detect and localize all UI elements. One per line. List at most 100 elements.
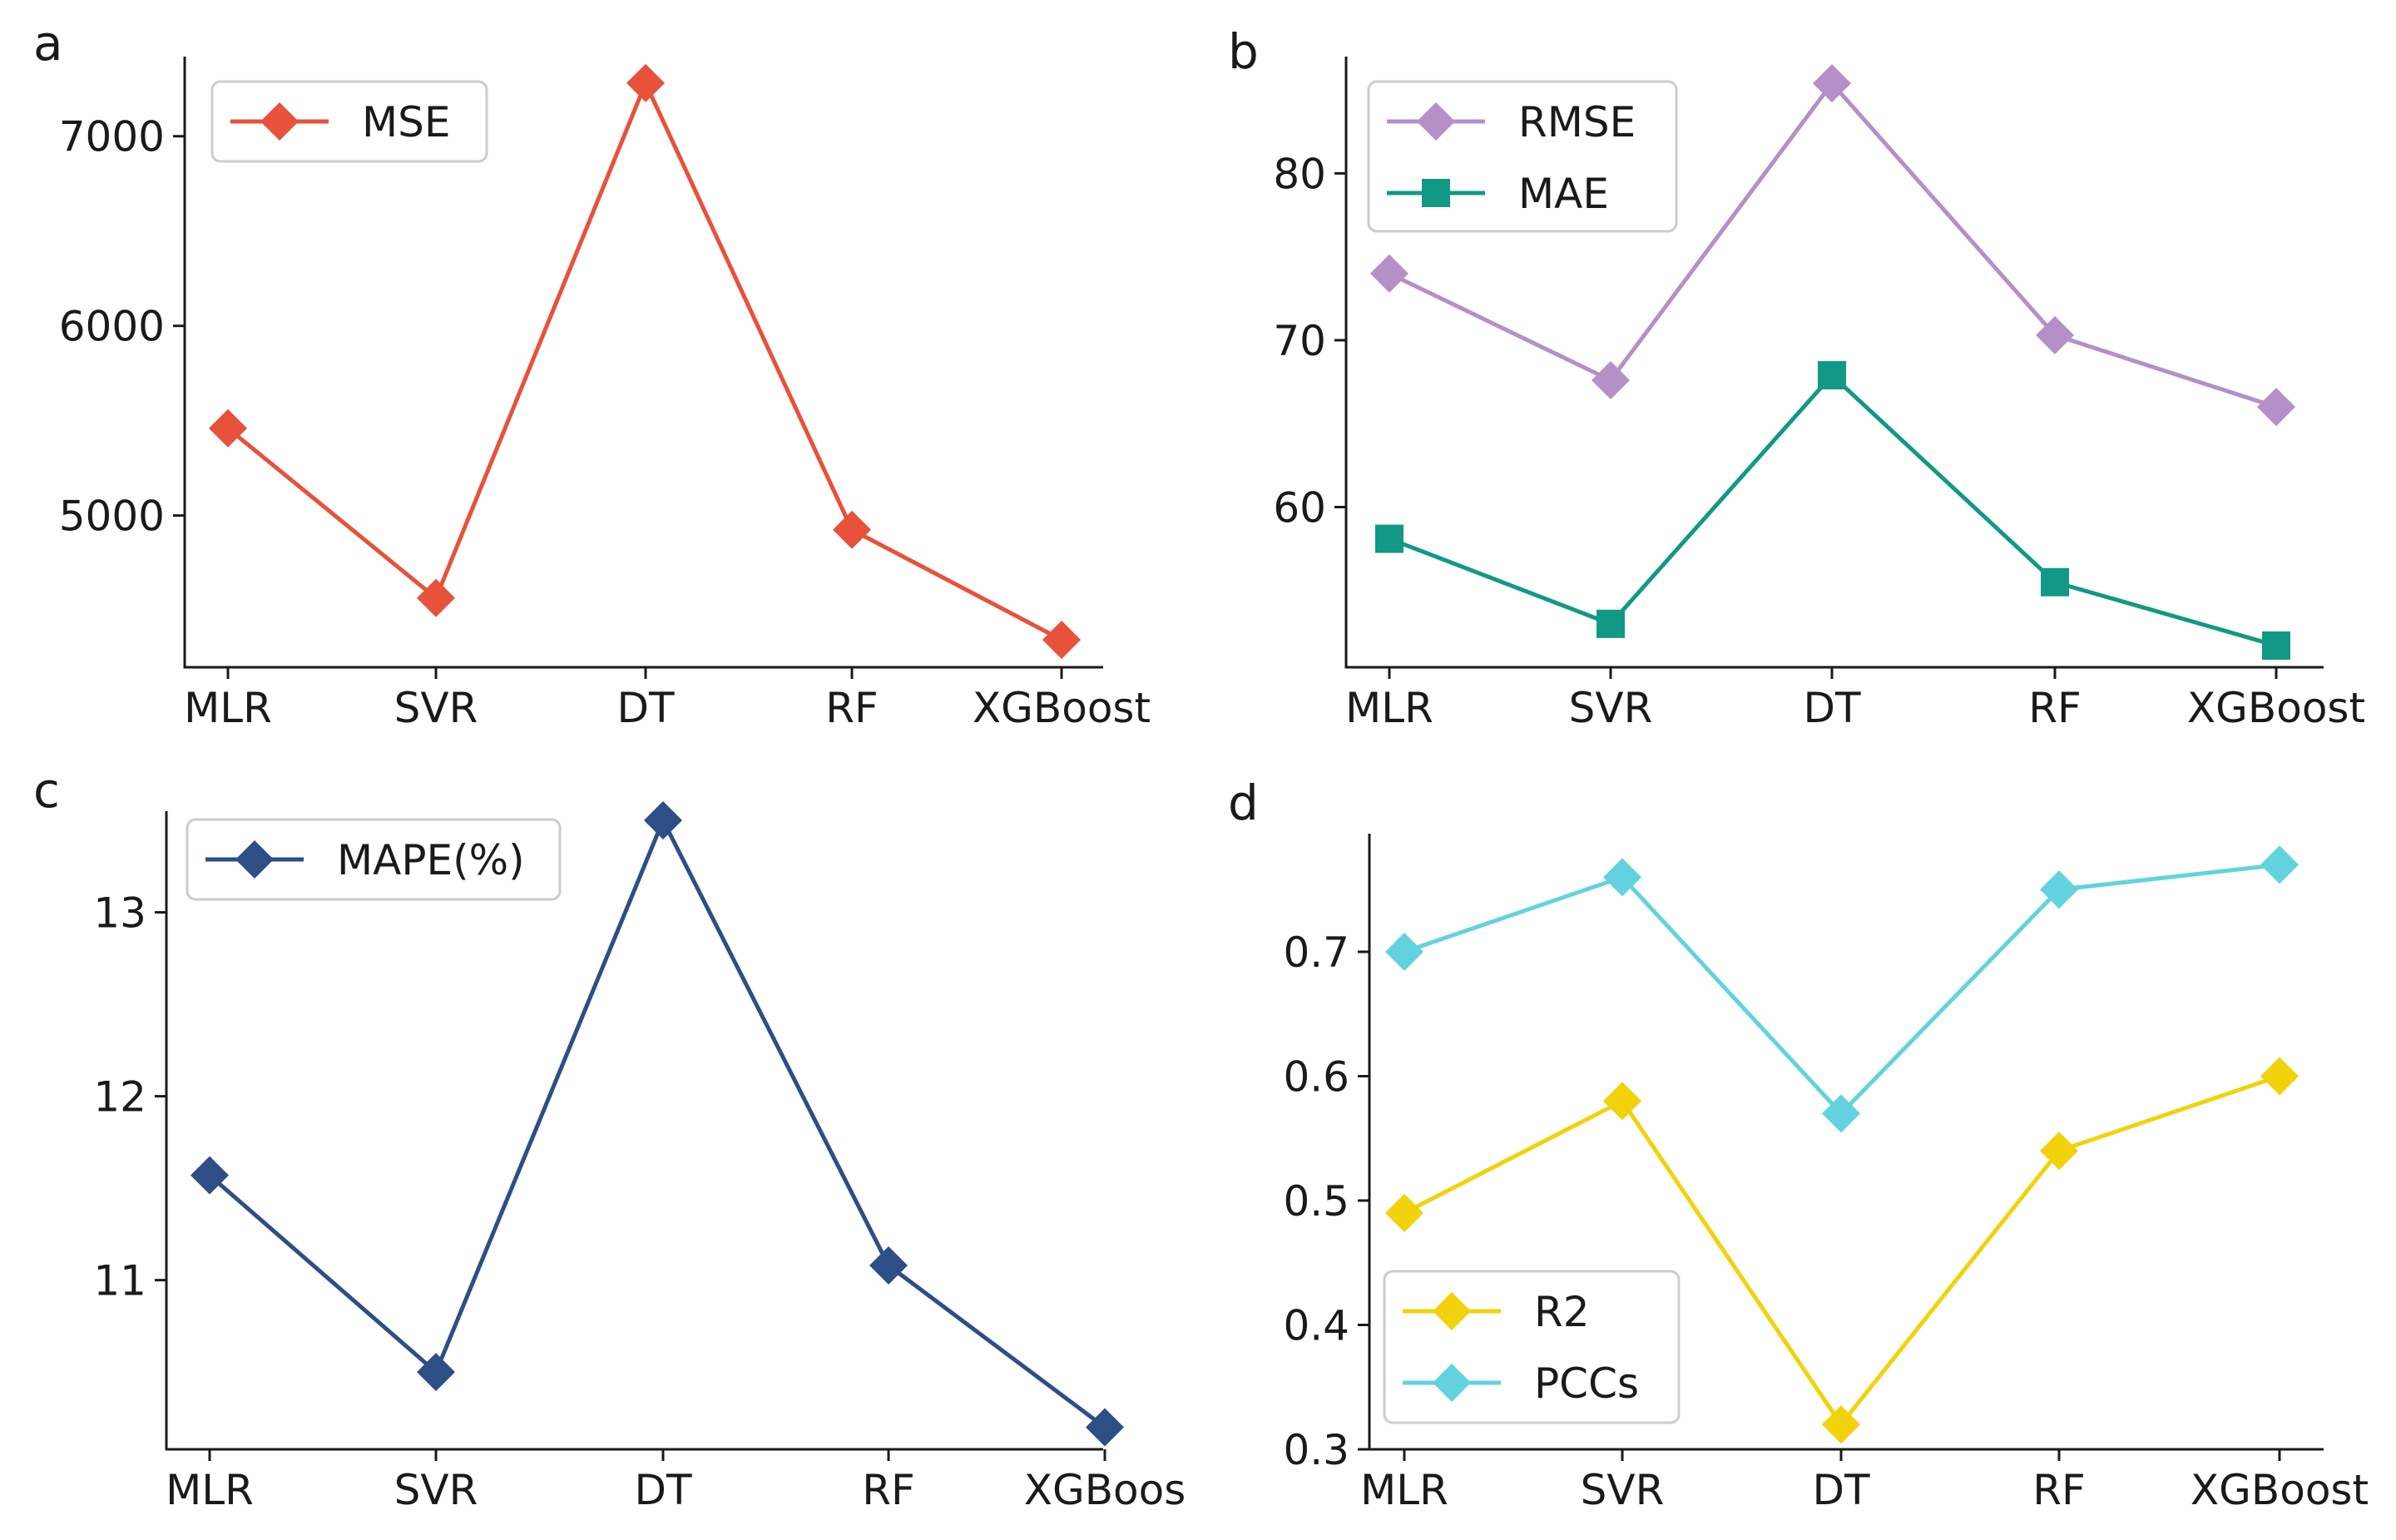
series-mae <box>1375 361 2290 660</box>
data-point <box>2260 845 2299 884</box>
legend-marker <box>1422 179 1450 207</box>
legend-box <box>210 80 488 163</box>
panel-c: c 11 12 13 MLR SVR DT RF XGBoos MAPE(%) <box>33 762 1186 1514</box>
panel-label: d <box>1228 775 1259 831</box>
data-point <box>2040 1131 2078 1171</box>
x-tick-label: RF <box>862 1466 915 1514</box>
data-point <box>1603 858 1641 897</box>
legend-marker <box>1433 1292 1471 1330</box>
data-point <box>1592 361 1630 400</box>
legend-label: R2 <box>1534 1288 1590 1336</box>
legend-box <box>186 818 562 901</box>
panel-b: b 60 70 80 MLR SVR DT RF XGBoost RMSE MAE <box>1228 23 2365 732</box>
data-point <box>1375 524 1403 553</box>
panel-label: c <box>33 762 60 819</box>
y-tick-label: 12 <box>93 1073 146 1122</box>
x-tick-label: XGBoos <box>1024 1466 1186 1514</box>
data-point <box>1818 361 1846 390</box>
x-tick-label: RF <box>825 684 879 732</box>
data-point <box>1813 64 1851 103</box>
x-tick-label: RF <box>2032 1466 2086 1514</box>
data-point <box>1385 933 1423 972</box>
data-point <box>2262 631 2290 660</box>
x-tick-label: XGBoost <box>2191 1466 2369 1514</box>
legend-marker <box>235 840 274 879</box>
legend: R2 PCCs <box>1383 1270 1681 1424</box>
axis-spines <box>165 811 1103 1451</box>
panel-label: a <box>33 15 63 72</box>
data-point <box>191 1156 229 1195</box>
data-point <box>1042 620 1081 659</box>
legend-label: MSE <box>362 98 450 146</box>
x-tick-label: SVR <box>1569 684 1653 732</box>
data-point <box>417 578 455 617</box>
y-tick-label: 0.4 <box>1283 1302 1349 1350</box>
data-point <box>2036 315 2074 354</box>
data-point <box>644 801 682 840</box>
data-point <box>2041 567 2069 597</box>
legend: MSE <box>210 80 488 163</box>
x-tick-label: MLR <box>184 684 272 732</box>
axis-spines <box>1344 57 2324 669</box>
legend-marker <box>1417 102 1455 141</box>
data-point <box>1603 1082 1641 1121</box>
series-mape- <box>191 801 1124 1447</box>
legend-marker <box>260 102 299 141</box>
y-tick-label: 7000 <box>59 113 165 161</box>
data-point <box>1370 254 1408 293</box>
data-point <box>209 409 247 448</box>
data-point <box>1385 1193 1423 1232</box>
data-point <box>2260 1057 2299 1096</box>
series-rmse <box>1370 64 2295 427</box>
series-line <box>1403 862 2280 1116</box>
legend-label: RMSE <box>1518 98 1636 146</box>
x-tick-label: XGBoost <box>973 684 1151 732</box>
x-tick-label: SVR <box>1581 1466 1665 1514</box>
data-point <box>417 1353 455 1392</box>
data-point <box>1086 1408 1124 1447</box>
data-point <box>1597 609 1625 638</box>
y-tick-label: 0.3 <box>1283 1426 1349 1474</box>
panel-label: b <box>1228 23 1259 80</box>
y-tick-label: 0.7 <box>1283 928 1349 977</box>
series-mse <box>209 63 1081 659</box>
axis-spines <box>183 57 1103 669</box>
legend-label: MAPE(%) <box>337 836 525 884</box>
legend: RMSE MAE <box>1367 80 1678 233</box>
y-tick-label: 6000 <box>59 303 165 351</box>
x-tick-label: SVR <box>394 684 478 732</box>
legend-marker <box>1433 1364 1471 1402</box>
y-tick-label: 0.6 <box>1283 1053 1349 1102</box>
y-tick-label: 60 <box>1273 483 1326 532</box>
legend: MAPE(%) <box>186 818 562 901</box>
data-point <box>2040 870 2078 909</box>
y-tick-label: 70 <box>1273 317 1326 365</box>
series-line <box>208 818 1106 1429</box>
y-tick-label: 80 <box>1273 150 1326 198</box>
data-point <box>1822 1405 1860 1444</box>
y-tick-label: 5000 <box>59 493 165 541</box>
x-tick-label: MLR <box>166 1466 254 1514</box>
x-tick-label: MLR <box>1360 1466 1448 1514</box>
data-point <box>2257 388 2295 427</box>
x-tick-label: DT <box>1812 1466 1870 1514</box>
data-point <box>833 510 871 549</box>
y-tick-label: 13 <box>93 889 146 938</box>
series-pccs <box>1385 845 2299 1133</box>
panel-a: a 5000 6000 7000 MLR SVR DT RF XGBoost MSE <box>33 15 1151 732</box>
x-tick-label: SVR <box>394 1466 478 1514</box>
series-line <box>1389 373 2277 648</box>
data-point <box>869 1245 908 1285</box>
series-line <box>226 81 1063 642</box>
legend-label: PCCs <box>1534 1359 1639 1408</box>
x-tick-label: MLR <box>1345 684 1433 732</box>
x-tick-label: DT <box>616 684 675 732</box>
data-point <box>626 63 665 102</box>
y-tick-label: 11 <box>93 1257 146 1305</box>
data-point <box>1822 1094 1860 1133</box>
x-tick-label: DT <box>1803 684 1861 732</box>
legend-label: MAE <box>1518 170 1609 218</box>
x-tick-label: XGBoost <box>2187 684 2365 732</box>
y-tick-label: 0.5 <box>1283 1177 1349 1226</box>
